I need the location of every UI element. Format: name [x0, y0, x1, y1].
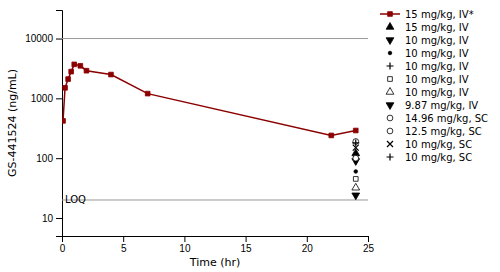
tick-label: 0 — [60, 243, 66, 254]
legend-label: 9.87 mg/kg, IV — [405, 100, 478, 111]
legend-swatch — [388, 77, 393, 82]
tick-label: 25 — [363, 243, 375, 254]
tick: 15 — [241, 236, 253, 254]
point — [109, 72, 114, 77]
legend-swatch — [386, 23, 394, 30]
point — [329, 133, 334, 138]
point — [145, 91, 150, 96]
marks — [62, 39, 368, 200]
legend-swatch — [387, 154, 394, 161]
legend-swatch — [387, 115, 393, 121]
point — [78, 63, 83, 68]
point — [353, 155, 359, 161]
tick: 10 — [179, 236, 191, 254]
axis-line — [63, 237, 369, 243]
reference-line — [62, 38, 368, 39]
legend-swatch — [388, 12, 393, 17]
point — [66, 77, 71, 82]
x-axis: 0 5 10 15 20 25 — [60, 236, 375, 254]
legend-swatch — [388, 51, 392, 55]
tick: 20 — [302, 236, 314, 254]
legend-label: 14.96 mg/kg, SC — [405, 113, 488, 124]
point — [353, 177, 358, 182]
tick-mark — [246, 236, 247, 242]
tick-mark — [368, 236, 369, 242]
legend-entry: 10 mg/kg, IV — [387, 61, 469, 72]
legend-label: 10 mg/kg, IV — [405, 48, 469, 59]
point — [69, 69, 74, 74]
x-axis-title: Time (hr) — [189, 256, 241, 269]
tick-mark — [56, 218, 62, 219]
legend-label: 10 mg/kg, SC — [405, 139, 472, 150]
line — [63, 64, 356, 135]
tick-label: 10000 — [25, 33, 53, 44]
legend-label: 12.5 mg/kg, SC — [405, 126, 482, 137]
axis-line — [56, 11, 63, 237]
tick-mark — [56, 39, 62, 40]
chart: 0 5 10 15 20 25 10 100 1000 10000 Time (hr) GS-4415… — [0, 0, 500, 272]
point — [352, 193, 360, 200]
point — [354, 170, 358, 174]
legend-entry: 15 mg/kg, IV — [386, 22, 469, 33]
tick: 0 — [60, 236, 66, 254]
legend-swatch — [386, 38, 394, 45]
point — [62, 119, 65, 124]
legend-label: 10 mg/kg, IV — [405, 61, 469, 72]
legend-entry: 14.96 mg/kg, SC — [387, 113, 488, 124]
legend-swatch — [386, 88, 394, 95]
tick-label: 100 — [36, 153, 53, 164]
legend-label: 15 mg/kg, IV* — [405, 9, 474, 20]
legend-label: 10 mg/kg, IV — [405, 35, 469, 46]
point — [353, 128, 358, 133]
tick-mark — [184, 236, 185, 242]
legend-entry: 9.87 mg/kg, IV — [386, 100, 478, 111]
legend-label: 15 mg/kg, IV — [405, 22, 469, 33]
legend-label: 10 mg/kg, IV — [405, 87, 469, 98]
point — [353, 145, 359, 151]
legend-entry: 15 mg/kg, IV* — [380, 9, 474, 20]
tick: 100 — [36, 153, 62, 164]
legend-entry: 12.5 mg/kg, SC — [387, 126, 482, 137]
tick: 5 — [121, 236, 127, 254]
legend-swatch — [387, 128, 393, 134]
tick-mark — [123, 236, 124, 242]
tick-mark — [56, 98, 62, 99]
point — [63, 85, 68, 90]
plot-area: 0 5 10 15 20 25 10 100 1000 10000 Time (hr) GS-4415… — [6, 9, 488, 270]
legend-swatch — [387, 141, 393, 147]
y-axis-title: GS-441524 (ng/mL) — [6, 69, 19, 177]
tick-label: 10 — [42, 213, 54, 224]
tick-label: 15 — [241, 243, 253, 254]
tick: 10 — [42, 213, 62, 224]
tick: 1000 — [31, 93, 62, 104]
tick-label: 5 — [121, 243, 127, 254]
point — [72, 62, 77, 67]
reference-label: LOQ — [65, 194, 86, 205]
legend-label: 10 mg/kg, IV — [405, 74, 469, 85]
legend-label: 10 mg/kg, SC — [405, 152, 472, 163]
legend-swatch — [386, 103, 394, 110]
legend-entry: 10 mg/kg, IV — [386, 35, 469, 46]
legend-entry: 10 mg/kg, SC — [387, 139, 472, 150]
tick-label: 20 — [302, 243, 314, 254]
tick: 25 — [363, 236, 375, 254]
legend-entry: 10 mg/kg, IV — [388, 48, 469, 59]
tick-mark — [56, 158, 62, 159]
tick-mark — [307, 236, 308, 242]
legend-entry: 10 mg/kg, IV — [388, 74, 469, 85]
legend-swatch — [387, 63, 394, 70]
legend: 15 mg/kg, IV* 15 mg/kg, IV 10 mg/kg, IV 10 … — [380, 9, 488, 163]
reference-line — [62, 199, 368, 200]
tick-label: 10 — [179, 243, 191, 254]
tick: 10000 — [25, 33, 62, 44]
legend-entry: 10 mg/kg, IV — [386, 87, 469, 98]
legend-entry: 10 mg/kg, SC — [387, 152, 473, 163]
y-axis: 10 100 1000 10000 — [25, 11, 62, 237]
point — [84, 68, 89, 73]
point — [352, 183, 360, 190]
tick-label: 1000 — [31, 93, 54, 104]
